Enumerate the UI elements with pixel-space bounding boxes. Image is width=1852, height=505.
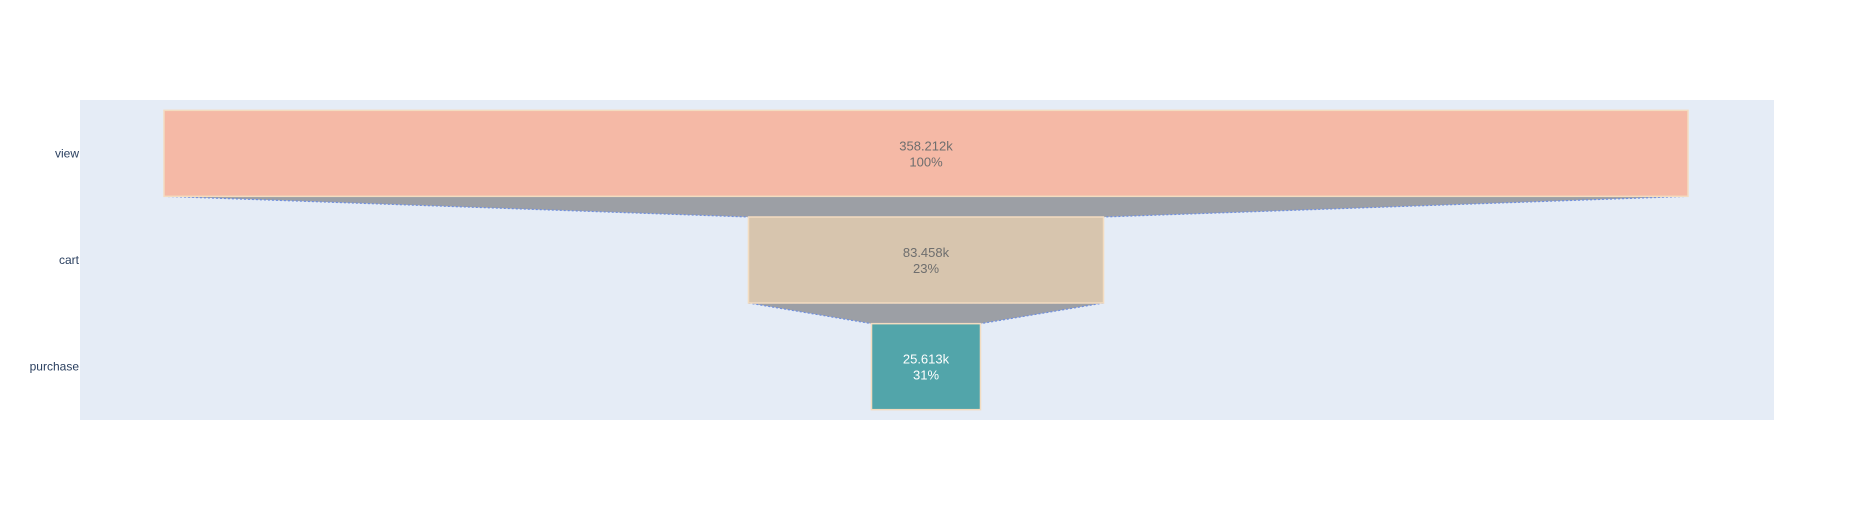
bar-value-label-purchase: 25.613k xyxy=(903,352,950,367)
stage-label-view: view xyxy=(55,146,79,160)
connector-edge-1-0 xyxy=(748,302,872,325)
connector-view-to-cart xyxy=(164,196,1688,217)
connector-edge-0-1 xyxy=(1103,195,1689,218)
funnel-bar-cart[interactable] xyxy=(747,216,1105,304)
funnel-bar-purchase[interactable] xyxy=(870,322,982,411)
stage-label-cart: cart xyxy=(59,253,80,267)
bar-value-label-cart: 83.458k xyxy=(903,245,950,260)
bars-layer xyxy=(163,109,1689,411)
connector-edge-0-0 xyxy=(163,195,749,218)
stage-label-purchase: purchase xyxy=(30,360,80,374)
funnel-bar-view[interactable] xyxy=(163,109,1689,198)
bar-percent-label-view: 100% xyxy=(909,154,943,169)
bar-percent-label-purchase: 31% xyxy=(913,368,939,383)
bar-percent-label-cart: 23% xyxy=(913,261,939,276)
connector-edge-1-1 xyxy=(980,302,1104,325)
connector-cart-to-purchase xyxy=(748,303,1104,324)
bar-value-label-view: 358.212k xyxy=(899,138,953,153)
